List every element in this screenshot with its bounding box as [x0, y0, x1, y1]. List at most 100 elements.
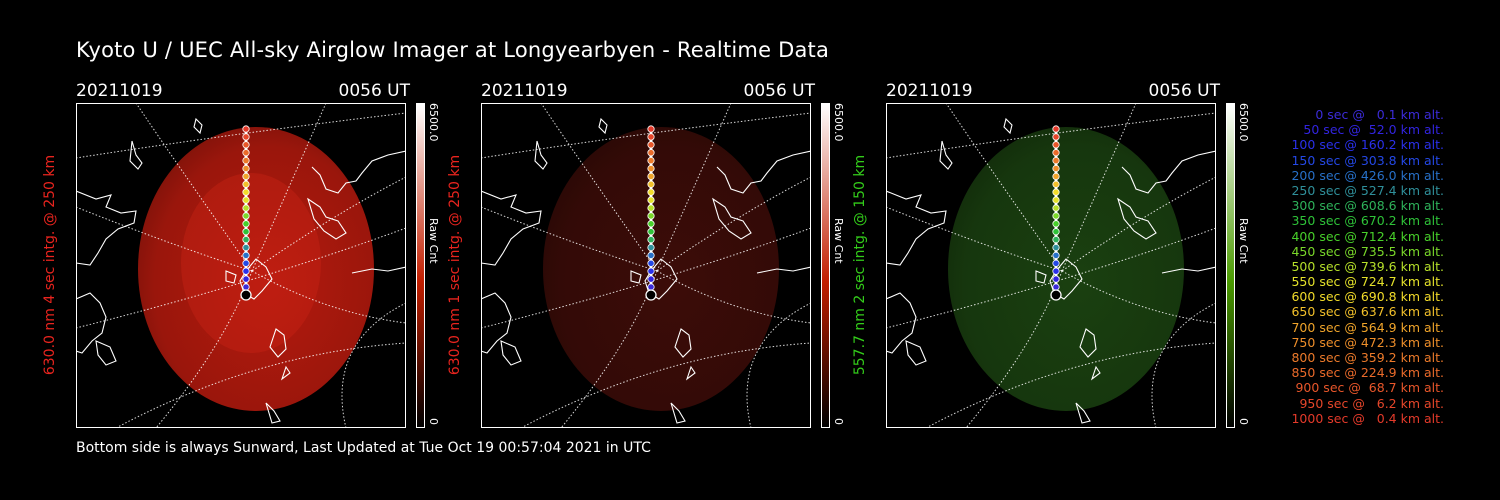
trajectory-point — [242, 259, 250, 267]
grid-line — [1061, 270, 1216, 324]
coastline — [1121, 150, 1216, 194]
trajectory-point — [242, 172, 250, 181]
trajectory-point — [242, 283, 250, 291]
panel-date: 20211019 — [886, 81, 973, 101]
colorbar-max: 6500.0 — [427, 103, 440, 142]
trajectory-point — [242, 180, 250, 188]
trajectory-point — [1052, 212, 1060, 220]
grid-line — [76, 112, 406, 159]
coastline — [674, 328, 692, 358]
trajectory-point — [242, 228, 250, 236]
all-sky-image — [481, 103, 811, 428]
trajectory-point — [647, 243, 655, 252]
panel-time: 0056 UT — [743, 81, 816, 101]
trajectory-point — [647, 251, 655, 259]
trajectory-point — [647, 267, 655, 275]
legend-row: 350 sec @ 670.2 km alt. — [1291, 213, 1444, 229]
trajectory-point — [1052, 251, 1060, 259]
coastline — [129, 140, 143, 170]
grid-line — [656, 103, 732, 272]
coastline — [756, 266, 811, 274]
panel-wavelength-label: 630.0 nm 4 sec intg. @ 250 km — [42, 154, 58, 376]
trajectory-point — [1052, 156, 1060, 165]
trajectory-point — [1052, 267, 1060, 275]
trajectory-point — [647, 156, 655, 165]
trajectory-point — [242, 243, 250, 252]
coastline — [905, 340, 927, 366]
grid-line — [925, 342, 1216, 428]
coastline — [225, 270, 237, 284]
grid-line — [656, 176, 811, 272]
trajectory-point — [647, 275, 655, 283]
trajectory-point — [242, 204, 250, 212]
legend-row: 200 sec @ 426.0 km alt. — [1291, 167, 1444, 183]
legend-row: 700 sec @ 564.9 km alt. — [1291, 319, 1444, 335]
coastline — [886, 190, 947, 266]
legend-row: 900 sec @ 68.7 km alt. — [1295, 380, 1444, 396]
colorbar-min: 0 — [427, 418, 440, 425]
coastline — [1161, 266, 1216, 274]
trajectory-point — [242, 188, 250, 196]
coastline — [886, 292, 917, 354]
legend-row: 600 sec @ 690.8 km alt. — [1291, 289, 1444, 305]
trajectory-point — [1052, 204, 1060, 212]
colorbar-max: 6500.0 — [832, 103, 845, 142]
trajectory-point — [242, 164, 250, 173]
coastline — [76, 292, 107, 354]
grid-line — [540, 103, 658, 272]
trajectory-point — [1052, 141, 1060, 149]
panel-time: 0056 UT — [338, 81, 411, 101]
trajectory-point — [1052, 125, 1060, 133]
trajectory-point — [242, 251, 250, 259]
coastline — [630, 270, 642, 284]
trajectory-point — [647, 172, 655, 181]
grid-line — [76, 206, 253, 272]
grid-line — [135, 103, 253, 272]
trajectory-point — [242, 149, 250, 157]
legend-row: 1000 sec @ 0.4 km alt. — [1291, 410, 1444, 426]
trajectory-point — [242, 236, 250, 244]
airglow-panel-557nm-2sec: 20211019 0056 UT 557.7 nm 2 sec intg. @ … — [852, 78, 1250, 438]
trajectory-point — [647, 188, 655, 196]
panel-time: 0056 UT — [1148, 81, 1221, 101]
trajectory-point — [1052, 243, 1060, 252]
coastline — [500, 340, 522, 366]
legend-row: 0 sec @ 0.1 km alt. — [1315, 107, 1444, 122]
coastline — [481, 190, 542, 266]
coastline — [1090, 365, 1101, 381]
grid-line — [251, 176, 406, 272]
trajectory-point — [647, 220, 655, 228]
colorbar — [416, 103, 425, 428]
trajectory-point — [647, 212, 655, 220]
trajectory-point — [1052, 164, 1060, 173]
trajectory-point — [647, 236, 655, 244]
trajectory-point — [242, 275, 250, 283]
panel-wavelength-label: 630.0 nm 1 sec intg. @ 250 km — [447, 154, 463, 376]
coastline — [644, 258, 678, 300]
colorbar-label: Raw Cnt — [1237, 218, 1250, 264]
legend-row: 500 sec @ 739.6 km alt. — [1291, 258, 1444, 274]
trajectory-point — [647, 228, 655, 236]
trajectory-point — [1052, 133, 1060, 141]
grid-line — [115, 342, 406, 428]
sky-disc — [948, 127, 1184, 411]
legend-row: 400 sec @ 712.4 km alt. — [1291, 228, 1444, 244]
grid-line — [886, 206, 1063, 272]
coastline — [76, 190, 137, 266]
trajectory-point — [647, 259, 655, 267]
legend-row: 50 sec @ 52.0 km alt. — [1303, 122, 1444, 138]
coastline — [1049, 258, 1083, 300]
coastline — [351, 266, 406, 274]
coastline — [265, 402, 281, 424]
trajectory-point — [647, 164, 655, 173]
footer-note: Bottom side is always Sunward, Last Upda… — [76, 440, 651, 456]
trajectory-point — [1052, 275, 1060, 283]
colorbar — [821, 103, 830, 428]
legend-row: 550 sec @ 724.7 km alt. — [1291, 274, 1444, 290]
grid-line — [520, 342, 811, 428]
trajectory-point — [647, 141, 655, 149]
grid-line — [656, 270, 811, 324]
trajectory-point — [1052, 220, 1060, 228]
trajectory-point — [1052, 188, 1060, 196]
coastline — [685, 365, 696, 381]
